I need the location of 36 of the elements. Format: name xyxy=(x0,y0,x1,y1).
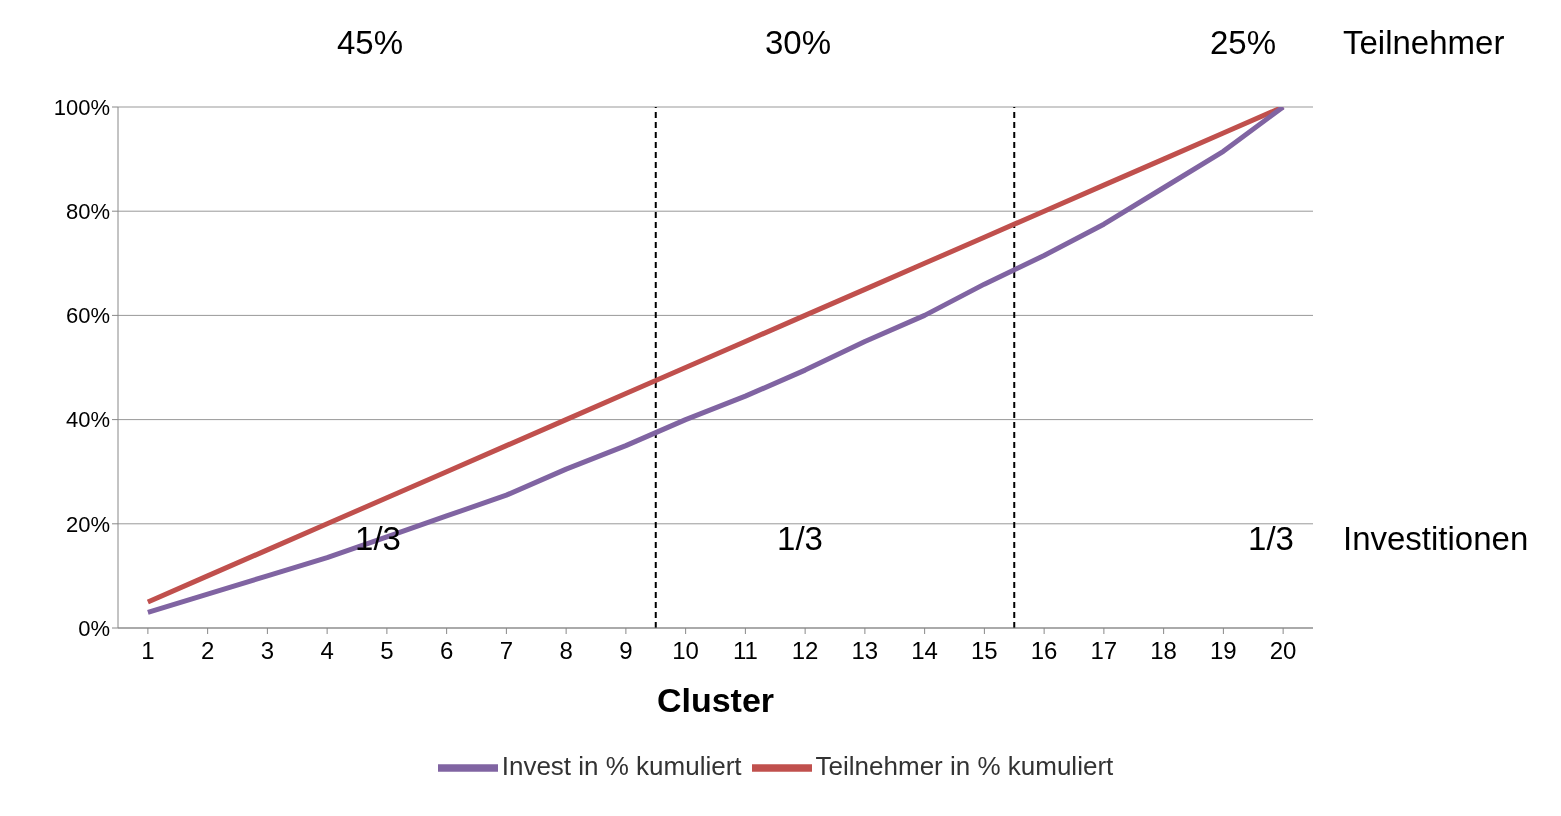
x-tick-label: 3 xyxy=(260,637,275,665)
text: Teilnehmer xyxy=(1343,23,1505,63)
text: 45% xyxy=(335,23,405,63)
x-axis-title: Cluster xyxy=(656,681,775,720)
x-tick-label: 6 xyxy=(439,637,454,665)
y-tick-label: 60% xyxy=(65,303,110,329)
legend-label: Teilnehmer in % kumuliert xyxy=(815,750,1114,781)
text: 25% xyxy=(1208,23,1278,63)
x-tick-label: 11 xyxy=(732,637,758,665)
y-tick-label: 80% xyxy=(65,199,110,225)
text: Investitionen xyxy=(1343,519,1529,559)
x-tick-label: 12 xyxy=(791,637,819,665)
x-tick-label: 14 xyxy=(911,637,938,665)
legend-label: Invest in % kumuliert xyxy=(501,750,742,781)
y-tick-label: 100% xyxy=(53,94,110,120)
x-tick-label: 19 xyxy=(1210,637,1237,665)
x-tick-label: 5 xyxy=(380,637,394,665)
x-tick-label: 7 xyxy=(499,637,514,665)
annotation: 1/3 xyxy=(1248,520,1294,557)
x-tick-label: 8 xyxy=(559,637,573,665)
x-tick-label: 15 xyxy=(971,637,998,665)
x-tick-label: 2 xyxy=(200,637,215,665)
x-tick-label: 17 xyxy=(1090,637,1118,665)
y-tick-label: 20% xyxy=(65,511,110,537)
x-tick-label: 20 xyxy=(1269,637,1297,665)
y-tick-label: 40% xyxy=(65,407,110,433)
x-tick-label: 10 xyxy=(672,637,699,665)
text: 30% xyxy=(763,23,833,63)
annotation: 1/3 xyxy=(776,519,824,559)
y-tick-label: 0% xyxy=(78,615,110,641)
x-tick-label: 1 xyxy=(141,637,155,665)
x-tick-label: 18 xyxy=(1150,637,1177,665)
x-tick-label: 9 xyxy=(619,637,633,665)
x-tick-label: 4 xyxy=(320,637,334,665)
x-tick-label: 16 xyxy=(1030,637,1058,665)
x-tick-label: 13 xyxy=(851,637,879,665)
